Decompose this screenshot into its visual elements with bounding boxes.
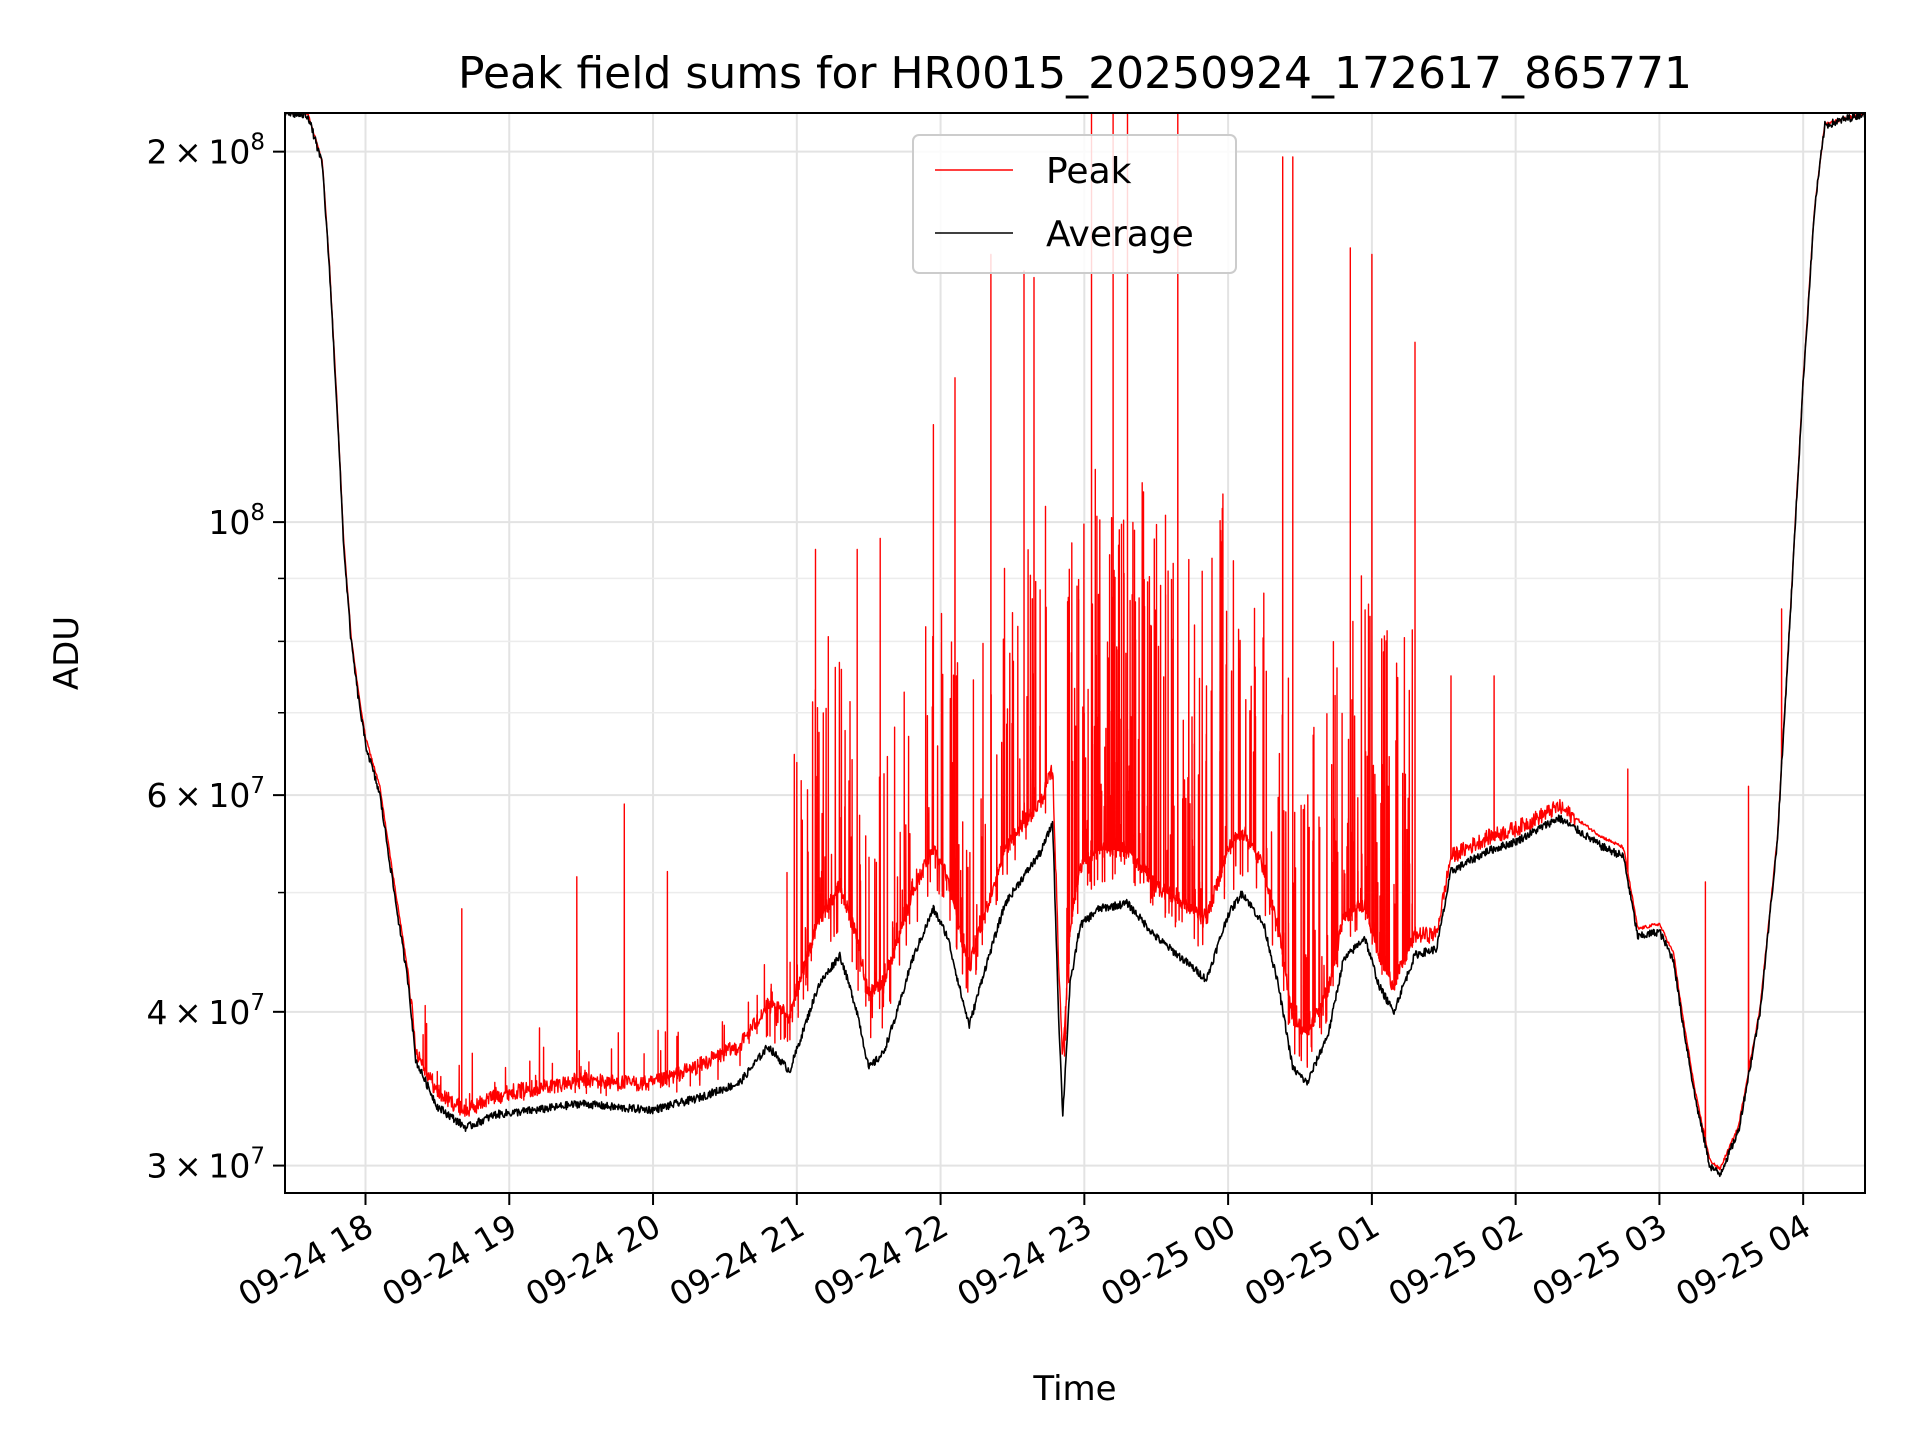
plot-frame	[284, 112, 1866, 1194]
y-tick-label: 4 × 107	[147, 990, 265, 1032]
y-tick-label: 6 × 107	[147, 773, 265, 815]
y-axis-label: ADU	[47, 616, 87, 690]
series-line-peak	[285, 113, 1865, 1171]
legend-label-average: Average	[1046, 214, 1194, 255]
y-axis: 3 × 107 4 × 107 6 × 107 108 2 × 108	[147, 130, 285, 1186]
series-line-average	[285, 113, 1865, 1178]
chart-title: Peak field sums for HR0015_20250924_1726…	[458, 48, 1692, 99]
y-tick-label: 3 × 107	[147, 1144, 265, 1186]
x-axis-label: Time	[1032, 1369, 1116, 1409]
y-tick-label: 108	[208, 500, 265, 542]
y-tick-label: 2 × 108	[147, 130, 265, 172]
legend: Peak Average	[912, 134, 1237, 274]
legend-label-peak: Peak	[1046, 151, 1132, 192]
plot-lines	[285, 113, 1865, 1178]
